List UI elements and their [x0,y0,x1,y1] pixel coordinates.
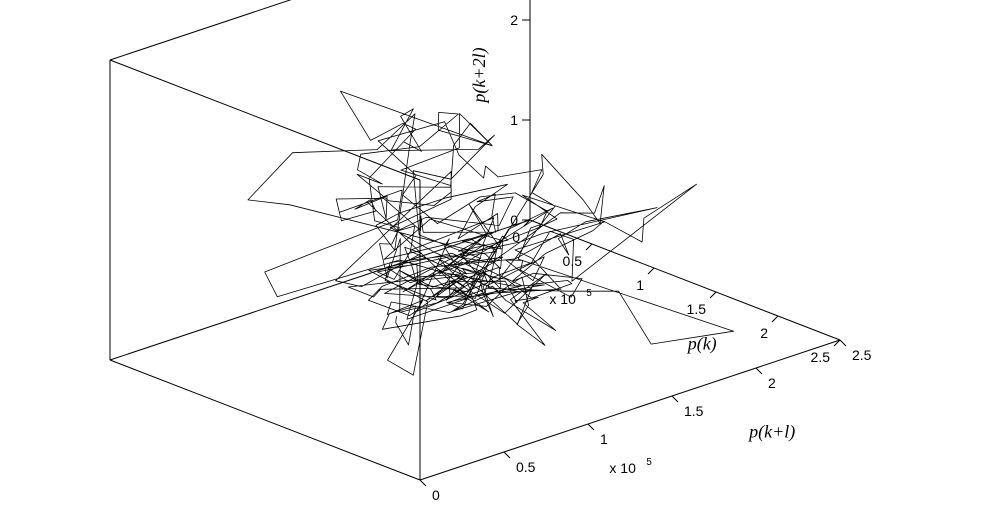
x-exponent-sup: 5 [586,288,592,299]
x-axis-label-svg: p(k) [686,333,717,354]
z-tick: 1 [510,112,518,128]
x-tick: 2.5 [811,349,831,365]
x-tick: 0 [512,229,520,245]
y-tick: 2.5 [852,347,872,363]
x-exponent: x 10 [549,291,576,307]
x-tick: 1 [636,277,644,293]
y-axis-label-svg: p(k+l) [747,422,795,443]
y-tick: 1 [600,431,608,447]
y-tick: 1.5 [684,403,704,419]
x-tick: 2 [760,325,768,341]
z-tick: 2 [510,12,518,28]
x-tick: 0.5 [563,253,583,269]
y-tick: 0 [432,487,440,503]
z-tick: 0 [510,212,518,228]
y-exponent-sup: 5 [646,457,652,468]
y-exponent: x 10 [609,460,636,476]
y-tick: 2 [768,375,776,391]
y-tick: 0.5 [516,459,536,475]
x-tick: 1.5 [687,301,707,317]
z-axis-label-svg: p(k+2l) [469,47,490,104]
